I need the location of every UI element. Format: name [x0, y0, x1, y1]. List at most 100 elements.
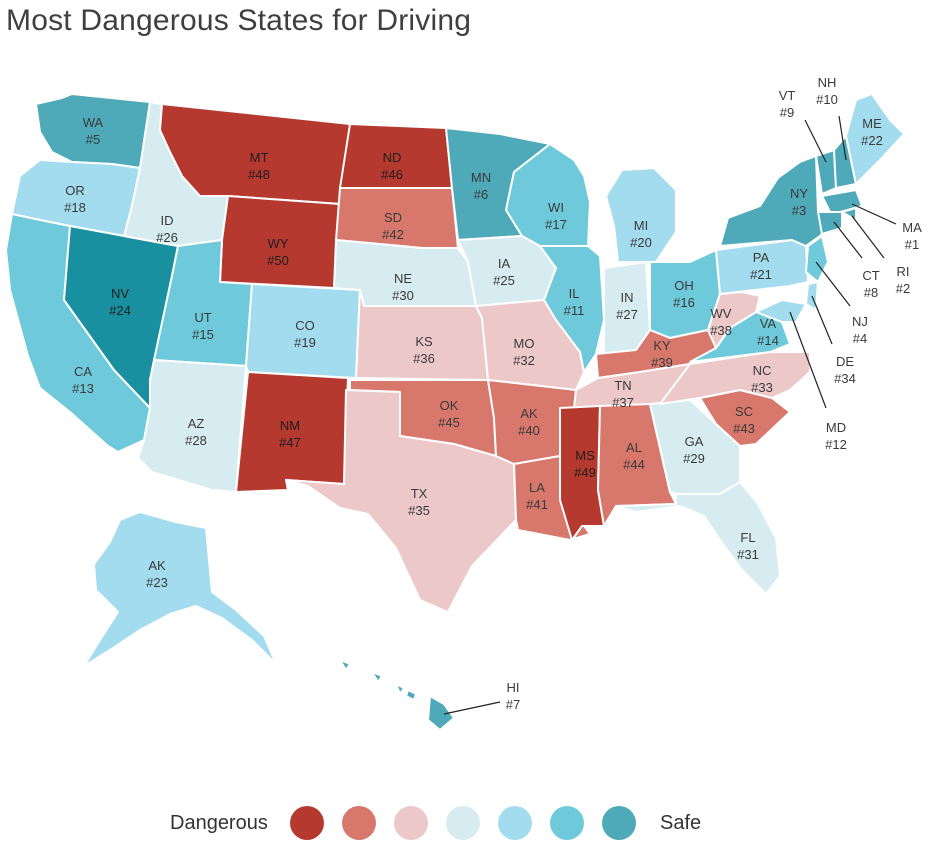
leader-line-de	[811, 295, 833, 345]
legend-swatch-7	[602, 806, 636, 840]
state-rank-hi: #7	[506, 697, 520, 712]
legend-swatch-3	[394, 806, 428, 840]
state-rank-in: #27	[616, 307, 638, 322]
state-abbr-sd: SD	[384, 210, 402, 225]
state-abbr-mi: MI	[634, 218, 648, 233]
state-rank-nc: #33	[751, 380, 773, 395]
state-abbr-tn: TN	[614, 378, 631, 393]
state-abbr-mo: MO	[514, 336, 535, 351]
state-ny	[719, 155, 831, 247]
state-rank-ms: #49	[574, 465, 596, 480]
legend-swatch-4	[446, 806, 480, 840]
state-rank-mn: #6	[474, 187, 488, 202]
state-rank-nd: #46	[381, 167, 403, 182]
state-abbr-ma: MA	[902, 220, 922, 235]
state-abbr-ak: AK	[520, 406, 538, 421]
page-title: Most Dangerous States for Driving	[6, 4, 472, 37]
state-abbr-wv: WV	[711, 306, 732, 321]
state-abbr-id: ID	[161, 213, 174, 228]
state-abbr-nv: NV	[111, 286, 129, 301]
state-abbr-oh: OH	[674, 278, 694, 293]
state-abbr-co: CO	[295, 318, 315, 333]
state-me	[845, 93, 905, 185]
state-abbr-mt: MT	[250, 150, 269, 165]
state-abbr-in: IN	[621, 290, 634, 305]
state-rank-ri: #2	[896, 281, 910, 296]
state-rank-wv: #38	[710, 323, 732, 338]
state-abbr-il: IL	[569, 286, 580, 301]
state-rank-vt: #9	[780, 105, 794, 120]
state-nc	[659, 351, 811, 405]
state-abbr-va: VA	[760, 316, 777, 331]
leader-line-ma	[851, 203, 897, 225]
state-rank-ma: #1	[905, 237, 919, 252]
state-rank-mt: #48	[248, 167, 270, 182]
leader-line-md	[789, 311, 827, 409]
state-rank-wi: #17	[545, 217, 567, 232]
state-rank-tn: #37	[612, 395, 634, 410]
state-abbr-nd: ND	[383, 150, 402, 165]
state-abbr-sc: SC	[735, 404, 753, 419]
state-abbr-ct: CT	[862, 268, 879, 283]
state-abbr-ri: RI	[897, 264, 910, 279]
state-rank-nv: #24	[109, 303, 131, 318]
state-rank-co: #19	[294, 335, 316, 350]
state-rank-me: #22	[861, 133, 883, 148]
state-abbr-wa: WA	[83, 115, 104, 130]
state-rank-de: #34	[834, 371, 856, 386]
state-rank-ga: #29	[683, 451, 705, 466]
state-rank-id: #26	[156, 230, 178, 245]
state-rank-nm: #47	[279, 435, 301, 450]
state-abbr-ne: NE	[394, 271, 412, 286]
state-rank-va: #14	[757, 333, 779, 348]
state-abbr-ny: NY	[790, 186, 808, 201]
state-abbr-la: LA	[529, 480, 545, 495]
state-rank-mi: #20	[630, 235, 652, 250]
state-rank-ak: #23	[146, 575, 168, 590]
state-md	[755, 299, 807, 323]
state-rank-sc: #43	[733, 421, 755, 436]
state-abbr-wi: WI	[548, 200, 564, 215]
state-abbr-ok: OK	[440, 398, 459, 413]
state-abbr-or: OR	[65, 183, 85, 198]
state-rank-az: #28	[185, 433, 207, 448]
state-abbr-nj: NJ	[852, 314, 868, 329]
state-abbr-ga: GA	[685, 434, 704, 449]
state-rank-oh: #16	[673, 295, 695, 310]
state-rank-mo: #32	[513, 353, 535, 368]
state-rank-ut: #15	[192, 327, 214, 342]
state-tx	[285, 389, 517, 613]
state-abbr-hi: HI	[507, 680, 520, 695]
state-rank-nj: #4	[853, 331, 867, 346]
state-rank-la: #41	[526, 497, 548, 512]
state-abbr-ia: IA	[498, 256, 511, 271]
state-abbr-nh: NH	[818, 75, 837, 90]
state-rank-or: #18	[64, 200, 86, 215]
state-abbr-ut: UT	[194, 310, 211, 325]
state-abbr-nc: NC	[753, 363, 772, 378]
state-rank-ky: #39	[651, 355, 673, 370]
state-abbr-wy: WY	[268, 236, 289, 251]
state-abbr-az: AZ	[188, 416, 205, 431]
legend-dangerous-label: Dangerous	[170, 812, 268, 834]
state-rank-al: #44	[623, 457, 645, 472]
state-abbr-vt: VT	[779, 88, 796, 103]
state-fl	[615, 481, 781, 595]
state-rank-ok: #45	[438, 415, 460, 430]
leader-line-hi	[443, 701, 501, 715]
state-rank-ks: #36	[413, 351, 435, 366]
state-rank-il: #11	[564, 303, 585, 318]
leader-line-nj	[815, 261, 851, 307]
state-rank-ak: #40	[518, 423, 540, 438]
state-rank-ia: #25	[493, 273, 515, 288]
state-abbr-ak: AK	[148, 558, 166, 573]
state-abbr-ks: KS	[415, 334, 433, 349]
state-rank-ct: #8	[864, 285, 878, 300]
state-vt	[815, 149, 837, 195]
state-abbr-fl: FL	[740, 530, 755, 545]
state-wa	[35, 93, 151, 169]
state-hi	[339, 659, 455, 731]
legend-swatch-2	[342, 806, 376, 840]
state-abbr-ca: CA	[74, 364, 92, 379]
